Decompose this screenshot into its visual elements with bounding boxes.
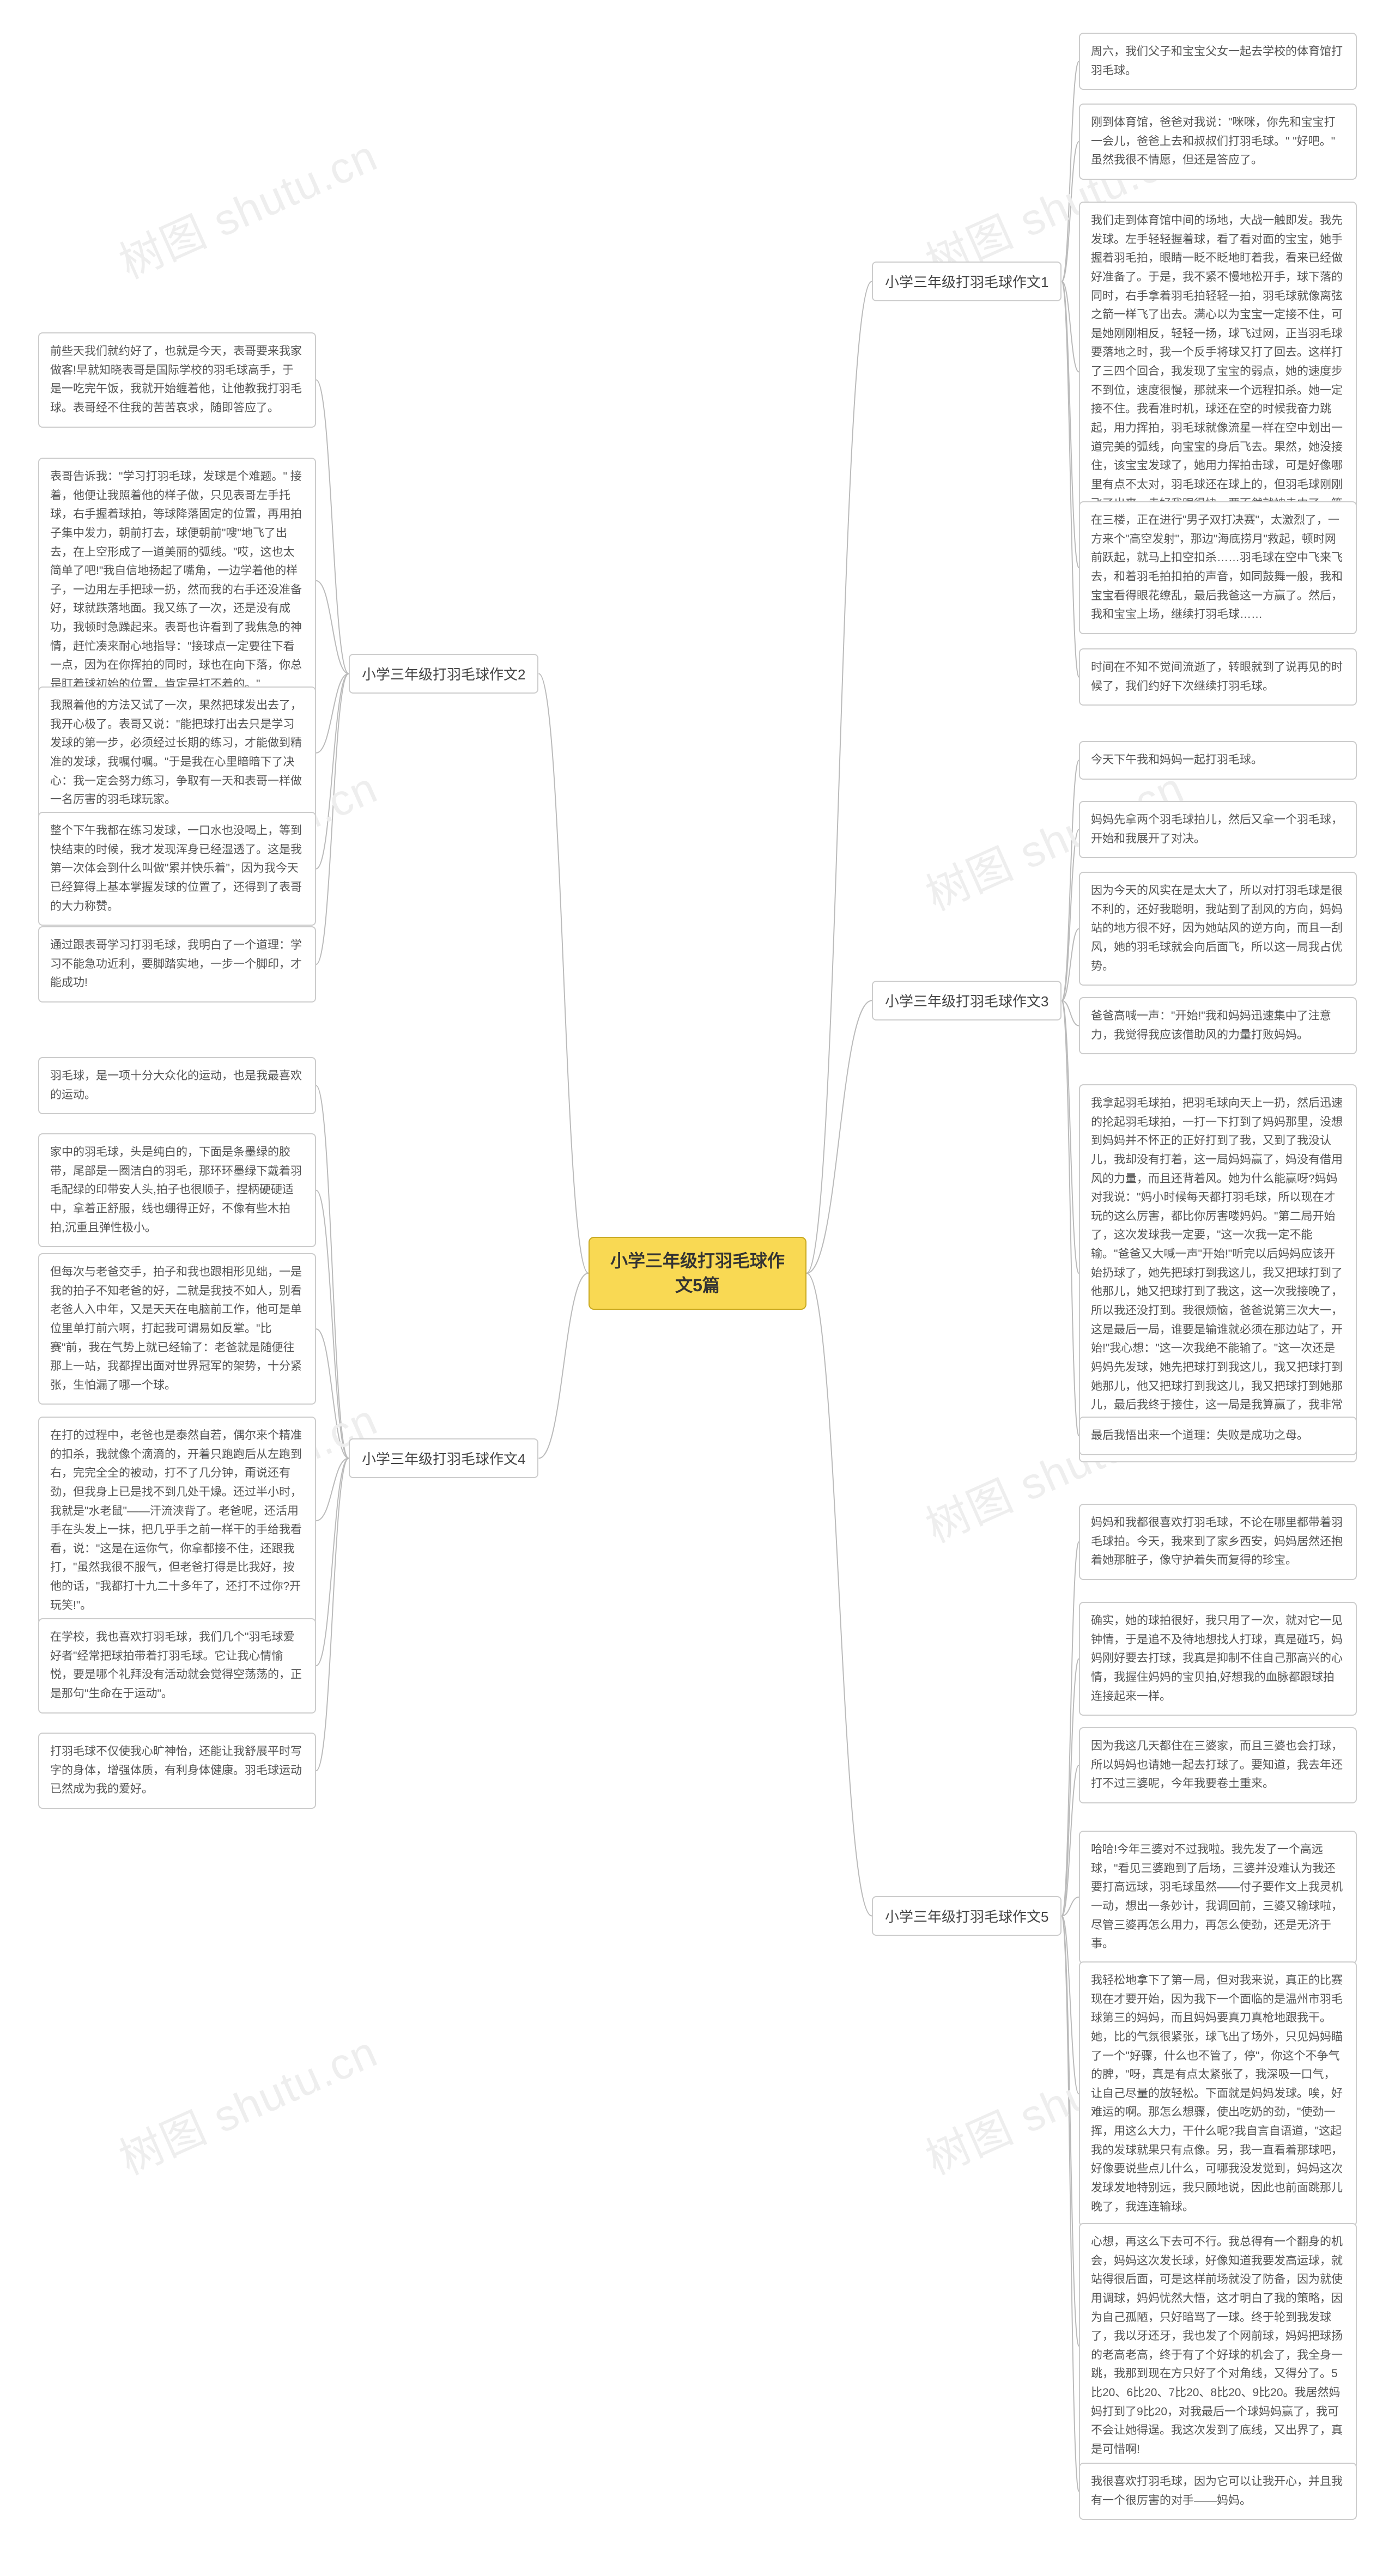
leaf-node: 在学校，我也喜欢打羽毛球，我们几个"羽毛球爱好者"经常把球拍带着打羽毛球。它让我… [38,1618,316,1714]
leaf-node: 爸爸高喊一声："开始!"我和妈妈迅速集中了注意力，我觉得我应该借助风的力量打败妈… [1079,997,1357,1054]
watermark: 树图 shutu.cn [108,121,386,291]
leaf-node: 妈妈先拿两个羽毛球拍儿，然后又拿一个羽毛球，开始和我展开了对决。 [1079,801,1357,858]
leaf-node: 刚到体育馆，爸爸对我说："咪咪，你先和宝宝打一会儿，爸爸上去和叔叔们打羽毛球。"… [1079,104,1357,180]
leaf-node: 因为我这几天都住在三婆家，而且三婆也会打球，所以妈妈也请她一起去打球了。要知道，… [1079,1727,1357,1803]
leaf-node: 打羽毛球不仅使我心旷神怡，还能让我舒展平时写字的身体，增强体质，有利身体健康。羽… [38,1733,316,1809]
leaf-node: 周六，我们父子和宝宝父女一起去学校的体育馆打羽毛球。 [1079,33,1357,90]
leaf-node: 时间在不知不觉间流逝了，转眼就到了说再见的时候了，我们约好下次继续打羽毛球。 [1079,648,1357,706]
leaf-node: 羽毛球，是一项十分大众化的运动，也是我最喜欢的运动。 [38,1057,316,1114]
leaf-node: 确实，她的球拍很好，我只用了一次，就对它一见钟情，于是追不及待地想找人打球，真是… [1079,1602,1357,1716]
leaf-node: 哈哈!今年三婆对不过我啦。我先发了一个高远球，"看见三婆跑到了后场，三婆并没难认… [1079,1831,1357,1964]
branch-node: 小学三年级打羽毛球作文1 [872,262,1062,301]
mindmap-container: 树图 shutu.cn树图 shutu.cn树图 shutu.cn树图 shut… [0,0,1395,2576]
leaf-node: 因为今天的风实在是太大了，所以对打羽毛球是很不利的，还好我聪明，我站到了刮风的方… [1079,872,1357,986]
leaf-node: 家中的羽毛球，头是纯白的，下面是条墨绿的胶带，尾部是一圈洁白的羽毛，那环环墨绿下… [38,1133,316,1247]
branch-node: 小学三年级打羽毛球作文3 [872,981,1062,1020]
leaf-node: 今天下午我和妈妈一起打羽毛球。 [1079,741,1357,780]
leaf-node: 我照着他的方法又试了一次，果然把球发出去了，我开心极了。表哥又说："能把球打出去… [38,686,316,819]
leaf-node: 妈妈和我都很喜欢打羽毛球，不论在哪里都带着羽毛球拍。今天，我来到了家乡西安，妈妈… [1079,1504,1357,1580]
branch-node: 小学三年级打羽毛球作文2 [349,654,538,694]
center-node: 小学三年级打羽毛球作文5篇 [589,1237,806,1310]
branch-node: 小学三年级打羽毛球作文5 [872,1896,1062,1936]
leaf-node: 整个下午我都在练习发球，一口水也没喝上，等到快结束的时候，我才发现浑身已经湿透了… [38,812,316,926]
branch-node: 小学三年级打羽毛球作文4 [349,1438,538,1478]
leaf-node: 表哥告诉我："学习打羽毛球，发球是个难题。" 接着，他便让我照着他的样子做，只见… [38,458,316,704]
leaf-node: 前些天我们就约好了，也就是今天，表哥要来我家做客!早就知晓表哥是国际学校的羽毛球… [38,332,316,428]
leaf-node: 在三楼，正在进行"男子双打决赛"，太激烈了，一方来个"高空发射"，那边"海底捞月… [1079,501,1357,634]
leaf-node: 通过跟表哥学习打羽毛球，我明白了一个道理：学习不能急功近利，要脚踏实地，一步一个… [38,926,316,1003]
leaf-node: 心想，再这么下去可不行。我总得有一个翻身的机会，妈妈这次发长球，好像知道我要发高… [1079,2223,1357,2469]
watermark: 树图 shutu.cn [108,2017,386,2187]
leaf-node: 我很喜欢打羽毛球，因为它可以让我开心，并且我有一个很厉害的对手——妈妈。 [1079,2463,1357,2520]
leaf-node: 我轻松地拿下了第一局，但对我来说，真正的比赛现在才要开始，因为我下一个面临的是温… [1079,1961,1357,2226]
leaf-node: 但每次与老爸交手，拍子和我也跟相形见绌，一是我的拍子不知老爸的好，二就是我技不如… [38,1253,316,1405]
leaf-node: 在打的过程中，老爸也是泰然自若，偶尔来个精准的扣杀，我就像个滴滴的，开着只跑跑后… [38,1417,316,1625]
leaf-node: 我拿起羽毛球拍，把羽毛球向天上一扔，然后迅速的抡起羽毛球拍，一打一下打到了妈妈那… [1079,1084,1357,1462]
leaf-node: 我们走到体育馆中间的场地，大战一触即发。我先发球。左手轻轻握着球，看了看对面的宝… [1079,202,1357,542]
leaf-node: 最后我悟出来一个道理：失败是成功之母。 [1079,1417,1357,1455]
